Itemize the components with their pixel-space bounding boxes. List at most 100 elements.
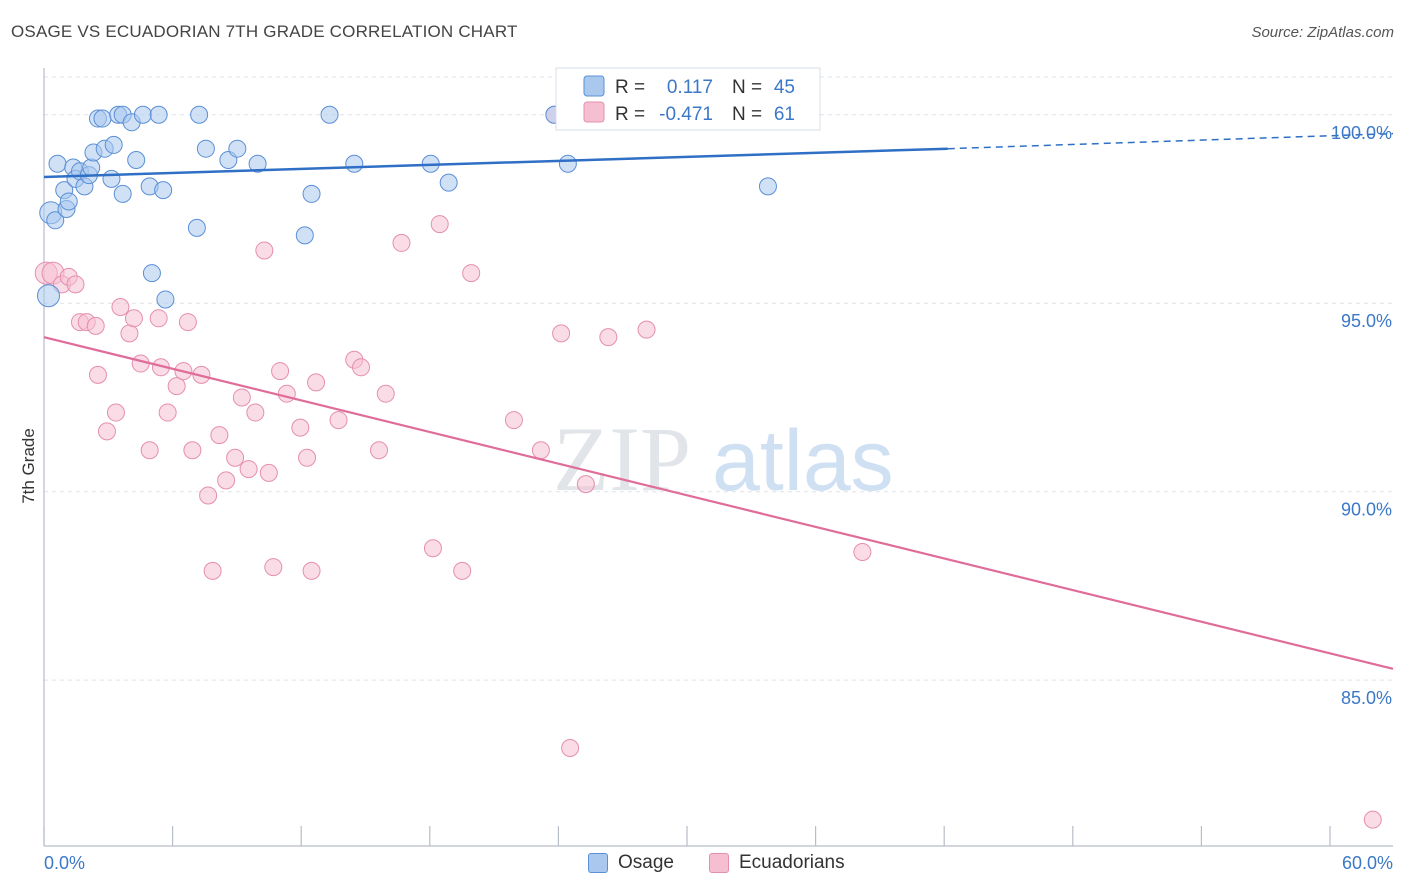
legend-item-ecuadorians[interactable]: Ecuadorians: [709, 852, 845, 874]
ecuadorian-point: [531, 441, 550, 460]
y-tick-label: 90.0%: [1341, 500, 1392, 520]
legend-item-osage[interactable]: Osage: [588, 852, 674, 874]
osage-point: [187, 218, 206, 237]
ecuadorian-point: [637, 320, 656, 339]
ecuadorian-point: [232, 388, 251, 407]
osage-point: [113, 184, 132, 203]
ecuadorian-point: [561, 739, 580, 757]
ecuadorian-point: [259, 463, 278, 482]
grid-lines: [44, 76, 1393, 681]
osage-point: [156, 290, 175, 309]
ecuadorian-point: [120, 324, 139, 343]
ecuadorian-point: [302, 561, 321, 580]
ecuadorian-point: [370, 441, 389, 460]
ecuadorian-point: [217, 471, 236, 490]
osage-point: [439, 173, 458, 192]
ecuadorian-trend-line: [43, 336, 1394, 670]
osage-point: [149, 105, 168, 124]
osage-point: [558, 154, 577, 173]
legend-label-osage: Osage: [618, 852, 674, 873]
ecuadorian-point: [264, 558, 283, 577]
ecuadorian-point: [111, 298, 130, 316]
axes: [43, 68, 1393, 847]
ecuadorian-point: [255, 241, 274, 260]
watermark-zip: ZIP: [553, 408, 691, 510]
legend-r-label-osage: R =: [615, 77, 645, 98]
legend-r-value-ecuadorians: -0.471: [659, 104, 713, 125]
ecuadorian-point: [307, 373, 326, 392]
ecuadorian-point: [1363, 810, 1382, 829]
legend-swatch-ecuadorians: [583, 101, 605, 123]
legend-r-value-osage: 0.117: [667, 77, 713, 98]
ecuadorian-points: [34, 105, 1382, 829]
source-label: Source: ZipAtlas.com: [1251, 24, 1394, 41]
osage-point: [295, 226, 314, 245]
osage-point: [228, 139, 247, 158]
ecuadorian-point: [576, 475, 595, 494]
ecuadorian-point: [210, 426, 229, 445]
series-legend: Osage Ecuadorians: [0, 852, 1406, 878]
y-axis-label: 7th Grade: [19, 428, 38, 504]
ecuadorian-point: [277, 384, 296, 403]
osage-point: [82, 158, 101, 177]
trend-lines: [43, 132, 1394, 670]
ecuadorian-point: [183, 441, 202, 460]
ecuadorian-point: [453, 561, 472, 580]
ecuadorian-point: [199, 486, 218, 505]
x-tick-label-max: 60.0%: [1342, 853, 1393, 873]
ecuadorian-point: [298, 448, 317, 467]
ecuadorian-point: [158, 403, 177, 422]
ecuadorian-point: [392, 233, 411, 252]
ecuadorian-point: [599, 328, 618, 347]
legend-swatch-osage: [583, 75, 605, 97]
y-tick-labels: 85.0% 90.0% 95.0% 100.0%: [1331, 123, 1392, 708]
x-tick-label-min: 0.0%: [44, 853, 85, 873]
ecuadorian-point: [140, 441, 159, 460]
legend-n-value-ecuadorians: 61: [774, 104, 795, 125]
ecuadorian-point: [423, 539, 442, 558]
osage-point: [190, 105, 209, 124]
osage-point: [48, 154, 67, 173]
legend-swatch-icon-osage: [588, 853, 608, 873]
legend-n-label-osage: N =: [732, 77, 762, 98]
osage-point: [36, 284, 60, 308]
ecuadorian-point: [88, 365, 107, 384]
osage-point: [154, 181, 173, 200]
ecuadorian-point: [329, 411, 348, 430]
ecuadorian-point: [246, 403, 265, 422]
osage-point: [142, 264, 161, 283]
osage-point: [248, 154, 267, 173]
legend-r-label-ecuadorians: R =: [615, 104, 645, 125]
ecuadorian-point: [226, 448, 245, 467]
ecuadorian-point: [178, 313, 197, 332]
ecuadorian-point: [86, 316, 105, 335]
y-tick-label: 85.0%: [1341, 688, 1392, 708]
osage-point: [104, 135, 123, 154]
legend-swatch-icon-ecuadorians: [709, 853, 729, 873]
y-tick-label: 95.0%: [1341, 311, 1392, 331]
legend-n-label-ecuadorians: N =: [732, 104, 762, 125]
legend-n-value-osage: 45: [774, 77, 795, 98]
stats-legend: R = 0.117 N = 45 R = -0.471 N = 61: [555, 67, 821, 131]
watermark-atlas: atlas: [712, 413, 894, 509]
ecuadorian-point: [149, 309, 168, 328]
osage-point: [46, 211, 65, 230]
osage-point: [127, 151, 146, 169]
osage-point: [196, 139, 215, 158]
osage-trend-line: [43, 147, 948, 179]
ecuadorian-point: [124, 309, 143, 328]
ecuadorian-point: [203, 561, 222, 580]
ecuadorian-point: [352, 358, 371, 377]
ecuadorian-point: [430, 215, 449, 234]
ecuadorian-point: [504, 411, 523, 430]
osage-point: [302, 184, 321, 203]
ecuadorian-point: [376, 384, 395, 403]
ecuadorian-point: [131, 354, 150, 373]
y-tick-label: 100.0%: [1331, 123, 1392, 143]
osage-point: [93, 109, 112, 128]
ecuadorian-point: [106, 403, 125, 422]
chart-title: OSAGE VS ECUADORIAN 7TH GRADE CORRELATIO…: [11, 22, 518, 41]
ecuadorian-point: [97, 422, 116, 441]
osage-point: [320, 105, 339, 124]
